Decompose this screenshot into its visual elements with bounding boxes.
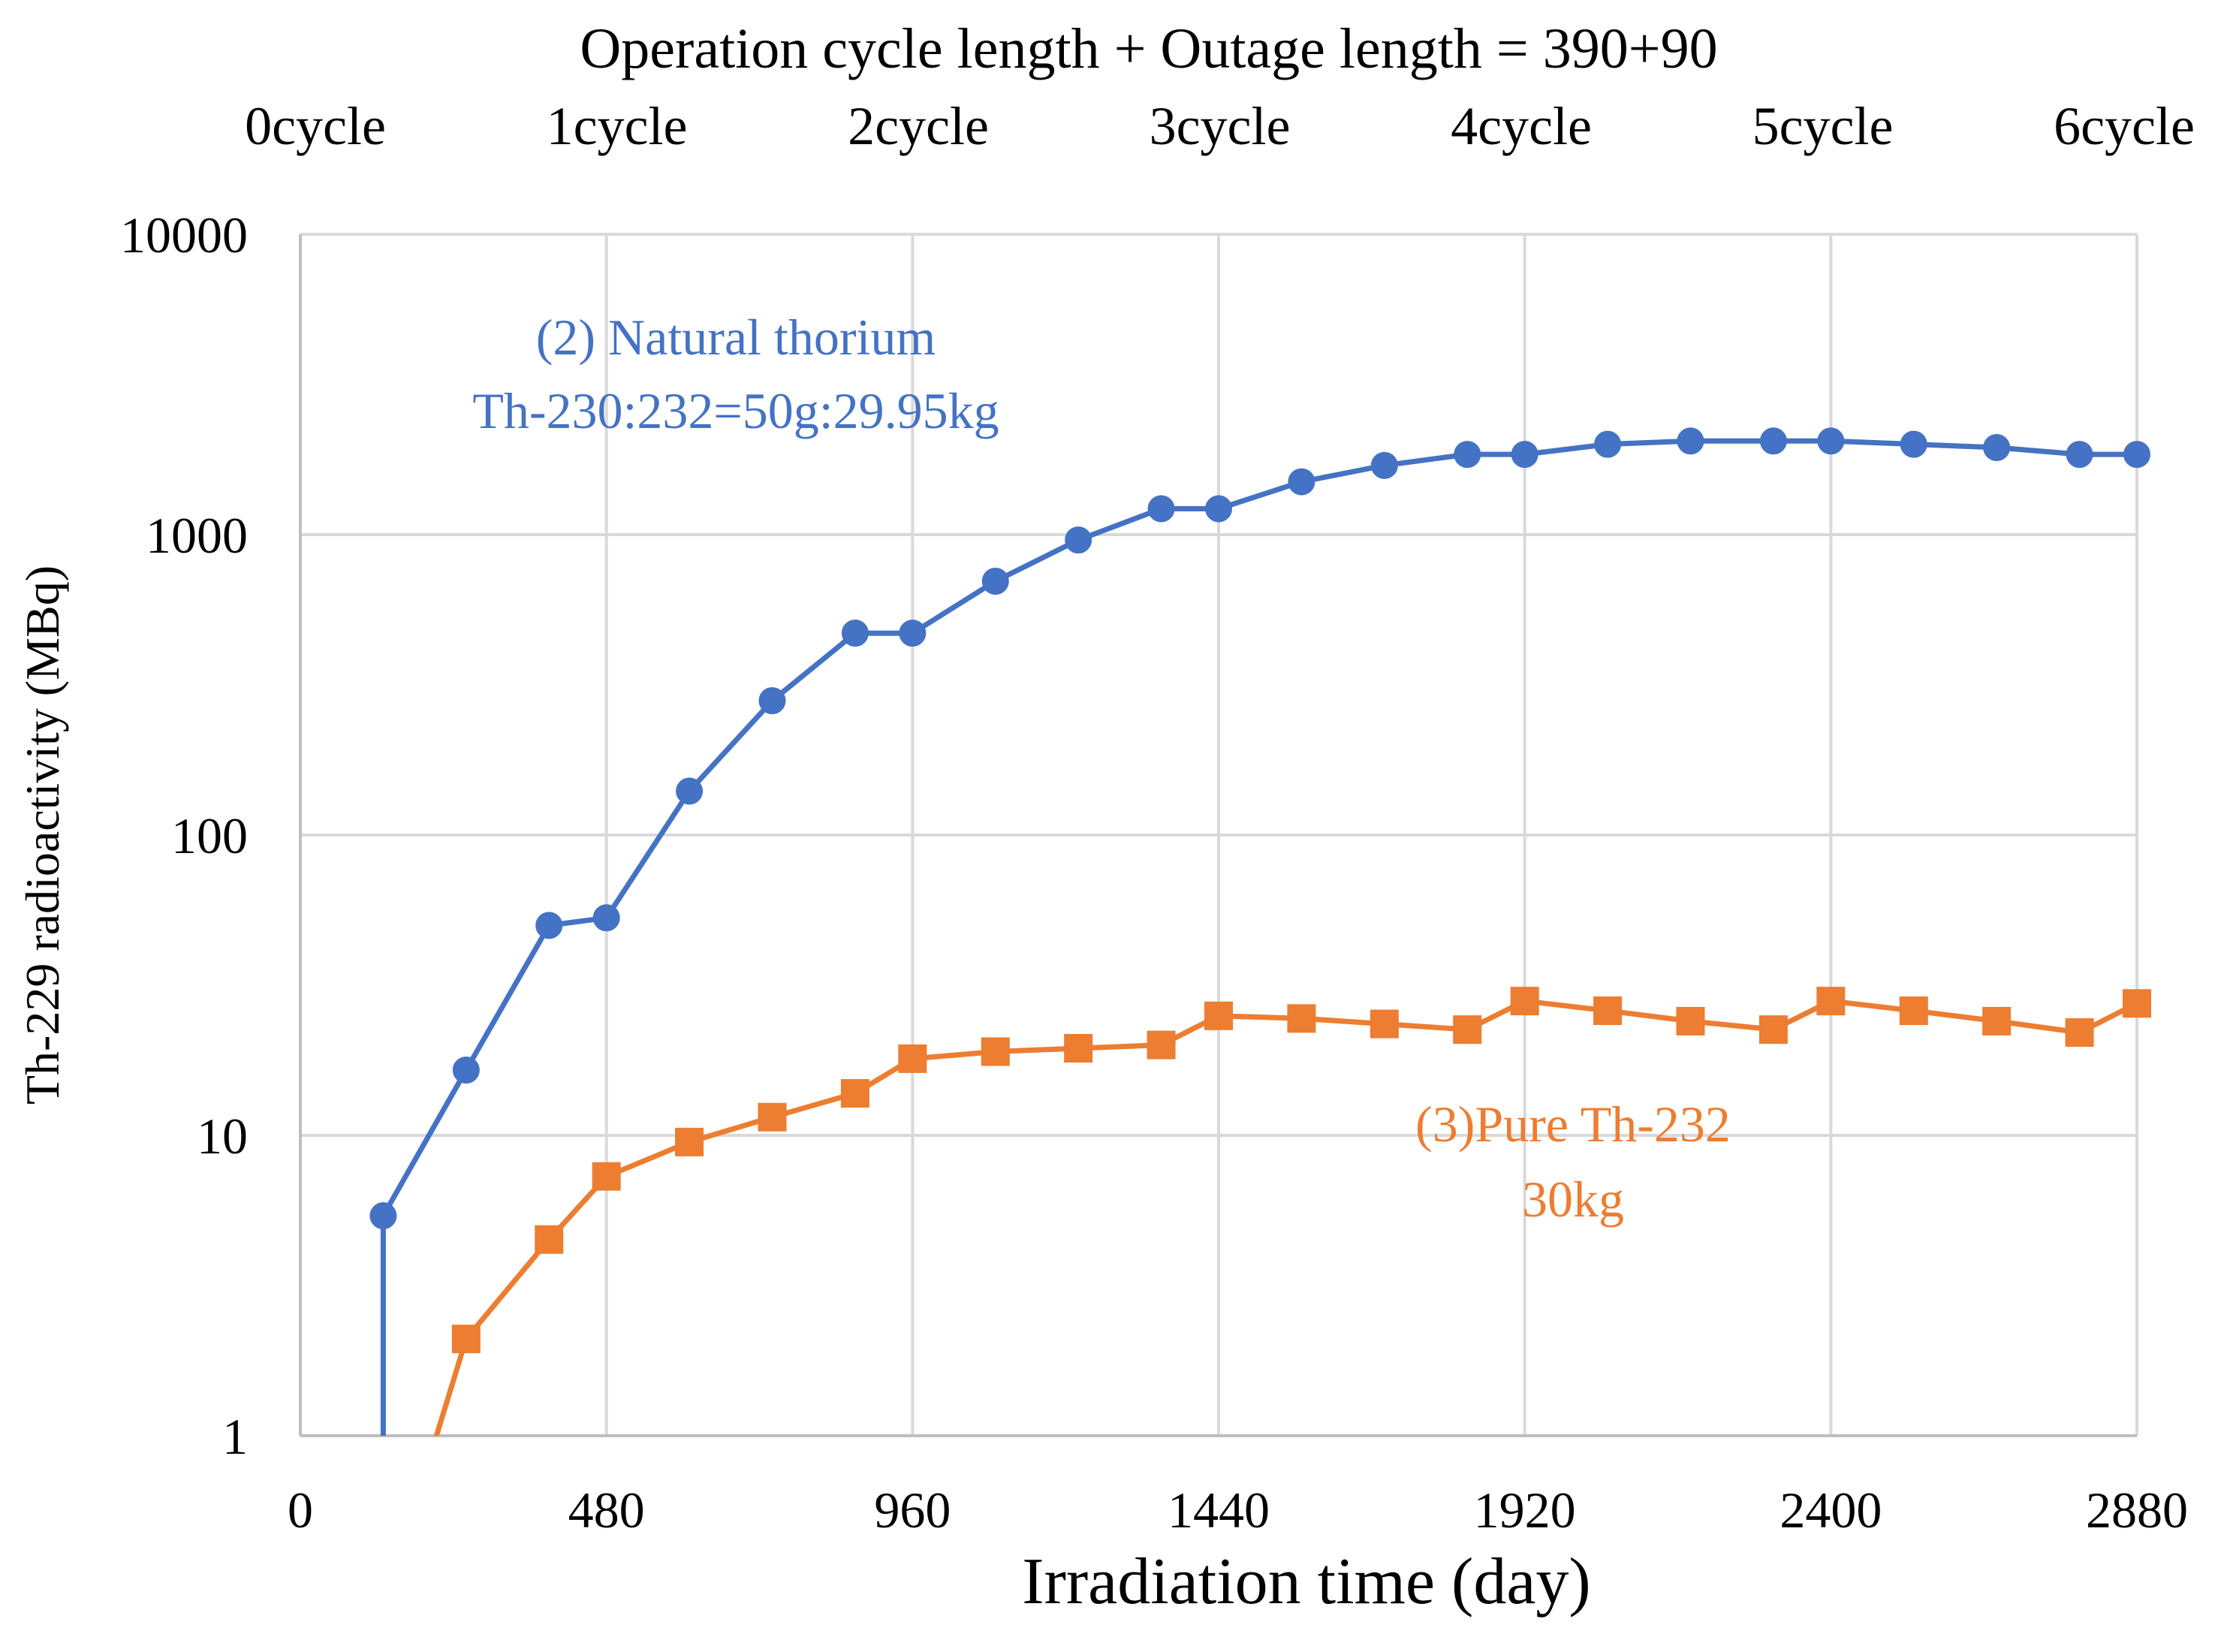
- series-lines: [380, 438, 2137, 1436]
- x-tick-group: 0 480 960 1440 1920 2400 2880: [288, 1482, 2188, 1539]
- series-markers: [369, 427, 2151, 1354]
- marker-3-pure-th-232-0: [451, 1325, 481, 1354]
- marker-3-pure-th-232-6: [898, 1044, 927, 1073]
- cycle-label-1: 1cycle: [547, 96, 688, 156]
- marker-2-natural-thorium-21: [1983, 433, 2011, 461]
- marker-3-pure-th-232-4: [758, 1102, 787, 1132]
- marker-2-natural-thorium-8: [981, 567, 1009, 595]
- series-label-natural-thorium: (2) Natural thorium Th-230:232=50g:29.95…: [472, 309, 999, 439]
- x-tick-label-5: 2400: [1780, 1482, 1882, 1539]
- marker-3-pure-th-232-14: [1510, 987, 1539, 1016]
- marker-3-pure-th-232-8: [1064, 1033, 1093, 1063]
- marker-2-natural-thorium-14: [1454, 441, 1481, 469]
- marker-2-natural-thorium-7: [899, 620, 927, 647]
- marker-3-pure-th-232-2: [592, 1162, 621, 1191]
- x-tick-label-6: 2880: [2086, 1482, 2188, 1539]
- x-tick-label-0: 0: [288, 1482, 313, 1539]
- axis-lines: [299, 234, 2137, 1437]
- marker-2-natural-thorium-12: [1288, 468, 1315, 496]
- y-tick-group: 1 10 100 1000 10000: [120, 206, 248, 1465]
- marker-2-natural-thorium-23: [2123, 441, 2150, 469]
- marker-2-natural-thorium-18: [1759, 427, 1787, 455]
- marker-2-natural-thorium-20: [1900, 430, 1927, 458]
- y-tick-label-0: 1: [222, 1408, 248, 1465]
- series-line-3-pure-th-232: [433, 998, 2137, 1436]
- y-tick-label-1: 10: [197, 1108, 248, 1165]
- chart-title: Operation cycle length + Outage length =…: [580, 17, 1717, 80]
- y-tick-label-3: 1000: [146, 507, 248, 564]
- y-tick-label-4: 10000: [120, 206, 248, 264]
- marker-2-natural-thorium-17: [1677, 427, 1704, 455]
- marker-2-natural-thorium-22: [2066, 441, 2093, 469]
- marker-3-pure-th-232-13: [1453, 1015, 1482, 1045]
- marker-2-natural-thorium-3: [592, 904, 620, 932]
- cycle-label-4: 4cycle: [1451, 96, 1592, 156]
- marker-3-pure-th-232-20: [1982, 1006, 2012, 1036]
- marker-2-natural-thorium-0: [369, 1202, 397, 1230]
- y-tick-label-2: 100: [171, 807, 248, 864]
- marker-3-pure-th-232-10: [1204, 1001, 1233, 1030]
- marker-3-pure-th-232-18: [1816, 987, 1846, 1016]
- cycle-label-0: 0cycle: [245, 96, 386, 156]
- marker-3-pure-th-232-9: [1147, 1030, 1176, 1060]
- marker-3-pure-th-232-5: [840, 1079, 869, 1108]
- series-line-2-natural-thorium: [380, 438, 2137, 1436]
- x-tick-label-1: 480: [568, 1482, 645, 1539]
- x-tick-label-2: 960: [874, 1482, 951, 1539]
- marker-2-natural-thorium-2: [535, 912, 563, 939]
- marker-2-natural-thorium-1: [452, 1057, 480, 1084]
- marker-3-pure-th-232-11: [1287, 1004, 1316, 1033]
- marker-2-natural-thorium-16: [1594, 430, 1622, 458]
- x-tick-label-4: 1920: [1474, 1482, 1576, 1539]
- cycle-label-5: 5cycle: [1752, 96, 1894, 156]
- marker-2-natural-thorium-15: [1511, 441, 1538, 469]
- series-label-natural-thorium-line-1: (2) Natural thorium: [536, 309, 936, 366]
- cycle-label-6: 6cycle: [2054, 96, 2195, 156]
- marker-3-pure-th-232-12: [1370, 1009, 1399, 1039]
- cycle-label-3: 3cycle: [1150, 96, 1291, 156]
- marker-2-natural-thorium-5: [758, 687, 786, 715]
- marker-2-natural-thorium-19: [1817, 427, 1845, 455]
- x-axis-label: Irradiation time (day): [1022, 1545, 1590, 1618]
- marker-3-pure-th-232-21: [2065, 1018, 2094, 1048]
- marker-2-natural-thorium-11: [1205, 495, 1232, 523]
- marker-3-pure-th-232-17: [1758, 1015, 1788, 1045]
- series-label-natural-thorium-line-2: Th-230:232=50g:29.95kg: [472, 382, 999, 439]
- marker-2-natural-thorium-13: [1370, 451, 1398, 479]
- cycle-label-group: 0cycle 1cycle 2cycle 3cycle 4cycle 5cycle 6cyc…: [245, 96, 2195, 156]
- series-label-pure-th232-line-1: (3)Pure Th-232: [1415, 1096, 1731, 1153]
- marker-2-natural-thorium-9: [1065, 526, 1092, 554]
- marker-2-natural-thorium-4: [676, 777, 704, 805]
- x-tick-label-3: 1440: [1168, 1482, 1270, 1539]
- marker-2-natural-thorium-10: [1147, 495, 1175, 523]
- marker-2-natural-thorium-6: [841, 620, 869, 647]
- marker-3-pure-th-232-7: [981, 1037, 1010, 1066]
- marker-3-pure-th-232-22: [2123, 989, 2151, 1018]
- series-label-pure-th232: (3)Pure Th-232 30kg: [1415, 1096, 1731, 1228]
- marker-3-pure-th-232-3: [675, 1127, 704, 1156]
- y-axis-label: Th-229 radioactivity (MBq): [16, 565, 69, 1105]
- marker-3-pure-th-232-16: [1676, 1006, 1705, 1036]
- marker-3-pure-th-232-1: [535, 1225, 564, 1254]
- marker-3-pure-th-232-19: [1899, 996, 1928, 1026]
- series-label-pure-th232-line-2: 30kg: [1522, 1171, 1624, 1228]
- cycle-label-2: 2cycle: [848, 96, 989, 156]
- marker-3-pure-th-232-15: [1593, 996, 1623, 1026]
